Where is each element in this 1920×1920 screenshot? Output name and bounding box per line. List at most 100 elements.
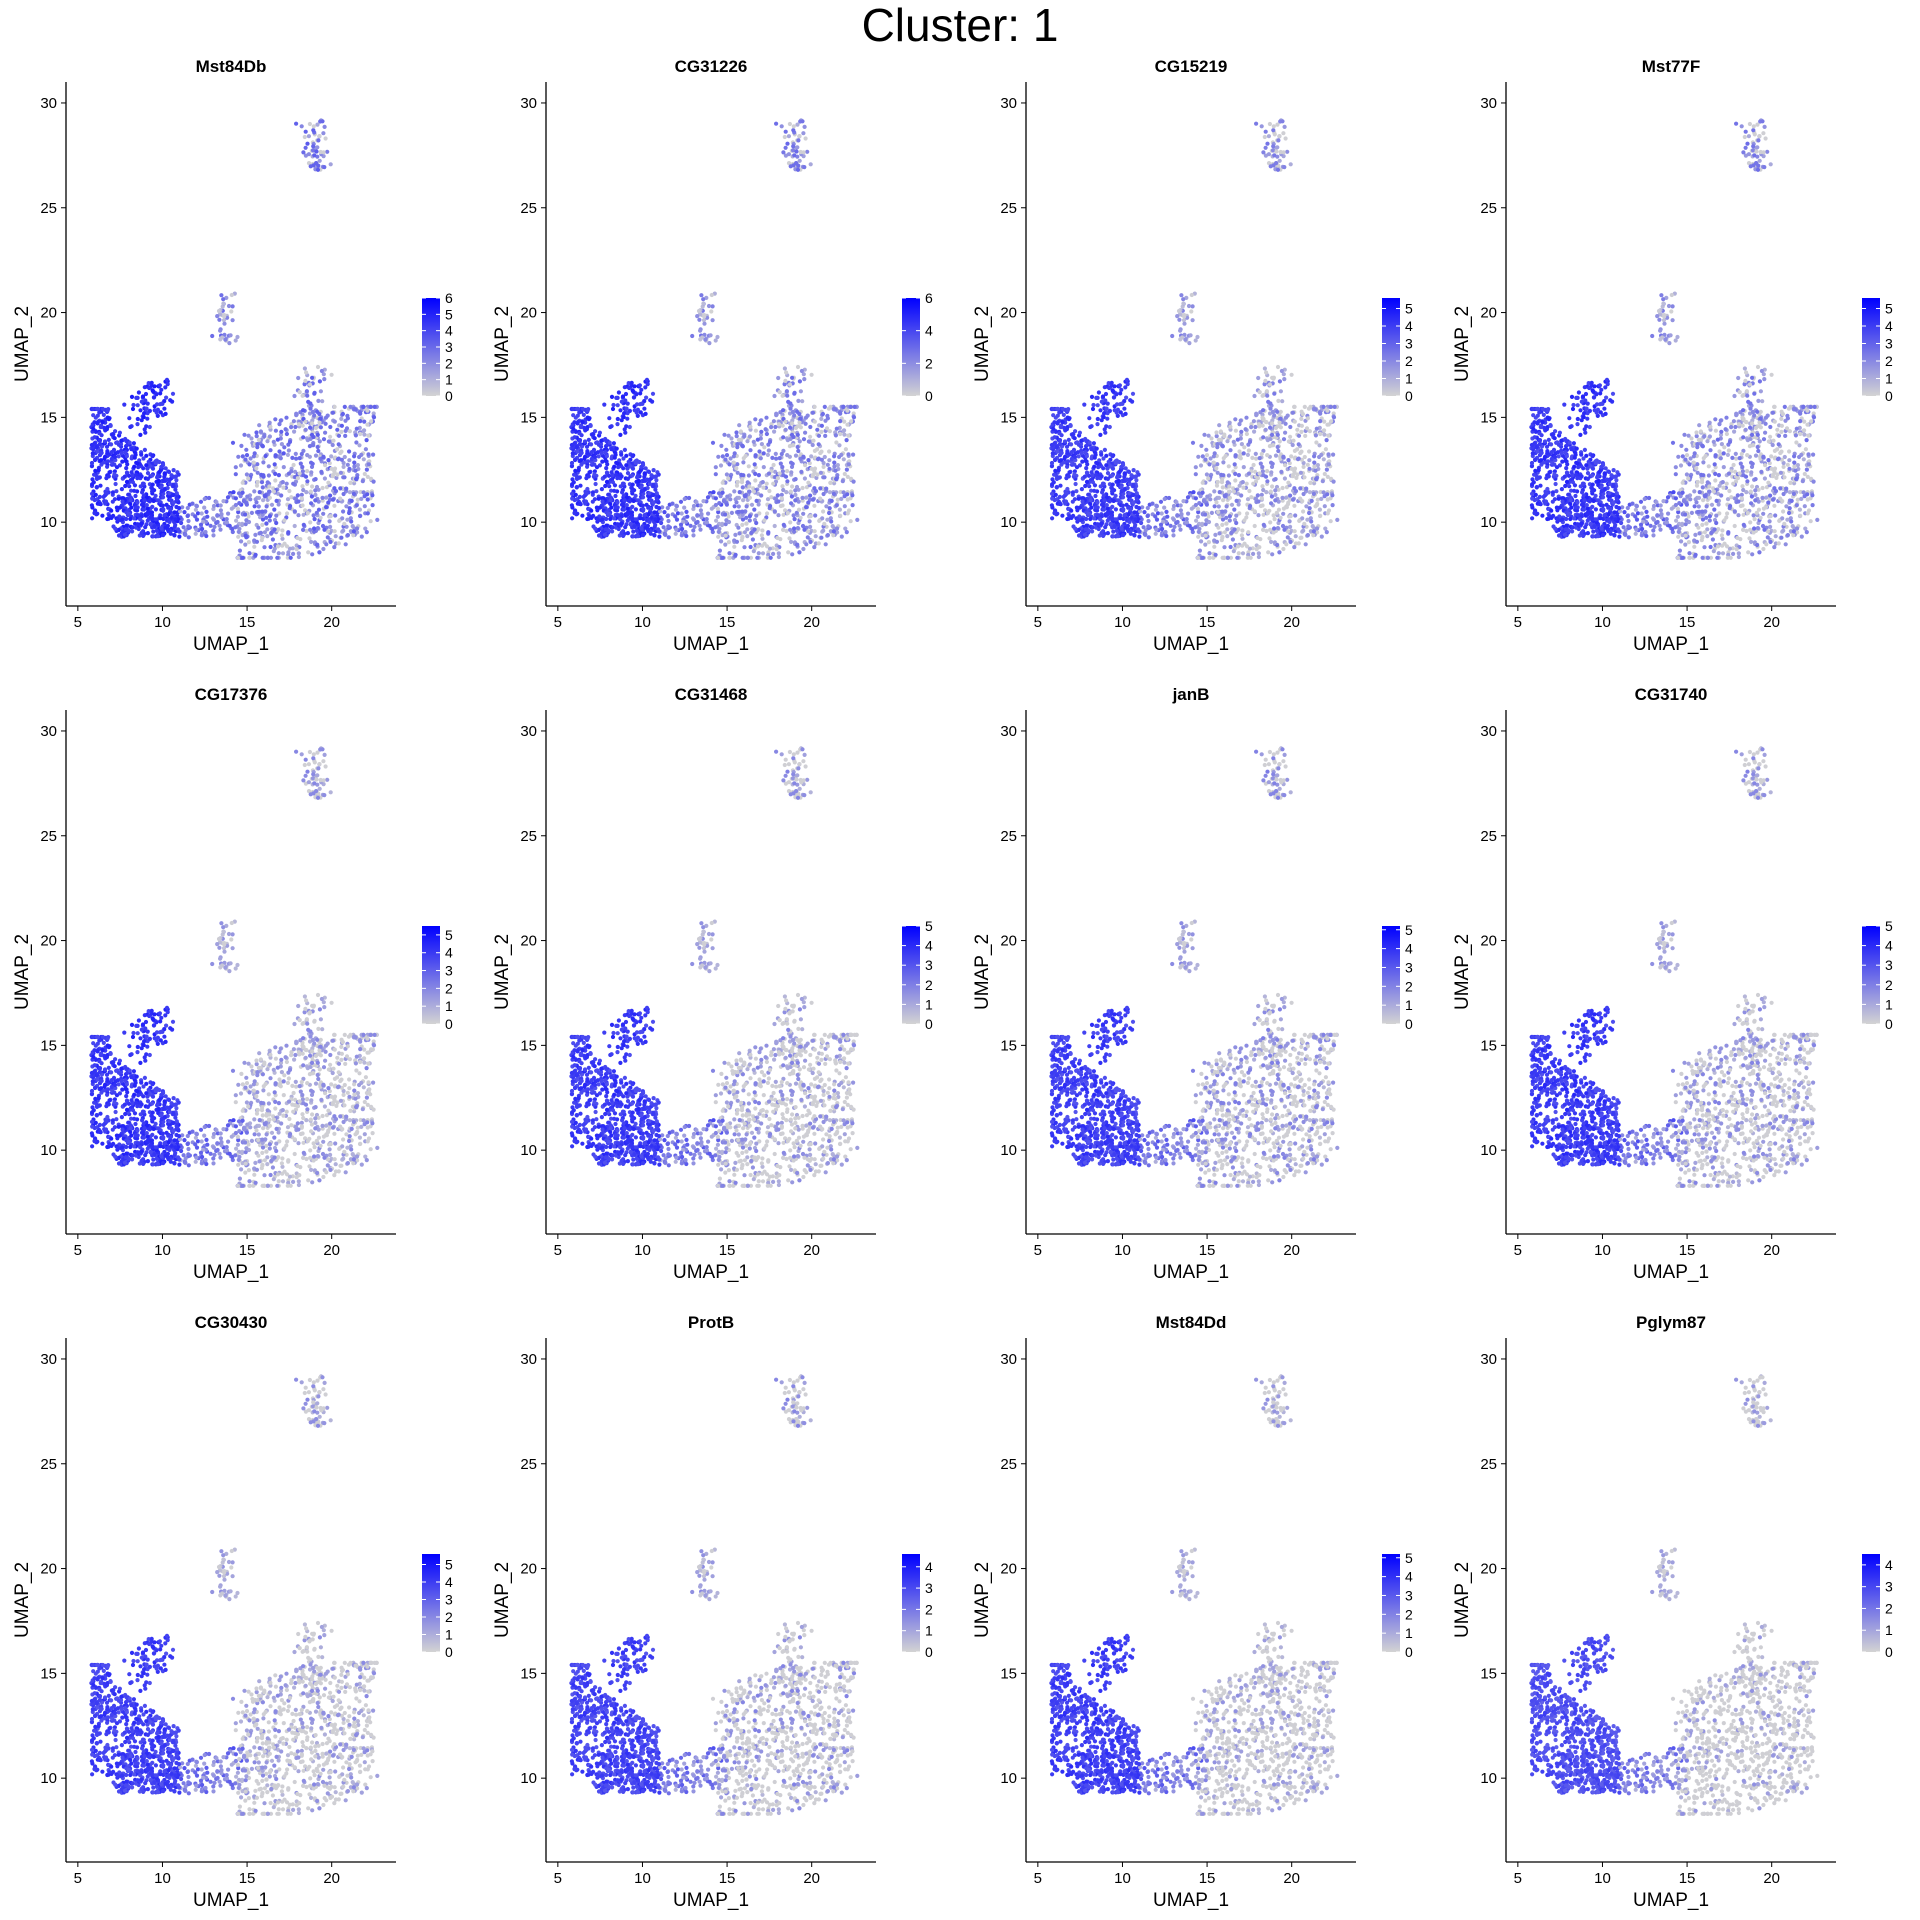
data-point — [623, 525, 628, 530]
data-point — [256, 504, 261, 509]
data-point — [1268, 520, 1273, 525]
data-point — [622, 498, 627, 503]
data-point — [808, 162, 813, 167]
data-point — [1214, 434, 1219, 439]
data-point — [307, 121, 312, 127]
data-point — [710, 318, 715, 323]
data-point — [309, 432, 315, 437]
data-point — [810, 410, 816, 415]
data-point — [145, 466, 150, 471]
data-point — [323, 463, 328, 468]
data-point — [358, 419, 363, 424]
data-point — [761, 485, 766, 490]
data-point — [633, 507, 638, 512]
data-point — [1191, 490, 1196, 495]
data-point — [309, 460, 314, 465]
data-point — [1088, 516, 1093, 522]
data-point — [275, 555, 280, 560]
data-point — [308, 489, 313, 494]
data-point — [365, 492, 370, 497]
data-point — [328, 524, 333, 530]
data-point — [760, 551, 766, 556]
data-point — [159, 485, 164, 490]
data-point — [161, 533, 166, 538]
data-point — [1118, 391, 1123, 396]
data-point — [797, 420, 802, 425]
data-point — [690, 333, 695, 339]
data-point — [716, 529, 721, 535]
data-point — [153, 517, 159, 522]
data-point — [321, 511, 326, 516]
data-point — [796, 448, 801, 454]
data-point — [802, 165, 807, 170]
data-point — [1221, 498, 1226, 503]
data-point — [247, 555, 252, 560]
data-point — [1121, 495, 1126, 500]
data-point — [585, 459, 590, 464]
data-point — [640, 503, 645, 508]
data-point — [775, 535, 780, 541]
x-tick-label: 20 — [323, 614, 340, 631]
data-point — [306, 134, 311, 139]
data-point — [647, 478, 652, 483]
data-point — [305, 479, 310, 484]
data-point — [145, 471, 151, 476]
data-point — [785, 510, 790, 516]
data-point — [260, 517, 266, 522]
data-point — [316, 487, 321, 492]
data-point — [1050, 516, 1055, 521]
data-point — [615, 500, 620, 505]
data-point — [166, 505, 171, 510]
data-point — [211, 503, 217, 509]
data-point — [347, 449, 352, 454]
data-point — [750, 537, 755, 542]
data-point — [281, 465, 286, 470]
data-point — [827, 510, 832, 516]
data-point — [1137, 534, 1142, 539]
data-point — [226, 511, 231, 516]
data-point — [293, 451, 298, 456]
data-point — [732, 489, 737, 494]
data-point — [109, 450, 114, 455]
data-point — [321, 454, 326, 459]
data-point — [723, 542, 728, 547]
data-point — [240, 555, 246, 560]
data-point — [362, 428, 367, 433]
data-point — [753, 453, 758, 458]
data-point — [328, 539, 333, 545]
data-point — [752, 462, 757, 467]
data-point — [244, 472, 249, 477]
data-point — [285, 497, 291, 502]
data-point — [779, 124, 784, 129]
data-point — [798, 416, 803, 421]
data-point — [318, 425, 323, 430]
data-point — [720, 480, 725, 485]
data-point — [211, 517, 216, 522]
data-point — [290, 455, 295, 460]
data-point — [625, 471, 631, 476]
data-point — [810, 473, 815, 478]
data-point — [772, 509, 777, 514]
data-point — [614, 395, 619, 400]
data-point — [593, 481, 598, 487]
data-point — [1227, 484, 1232, 489]
data-point — [604, 479, 610, 484]
data-point — [1288, 162, 1293, 167]
data-point — [361, 404, 366, 409]
data-point — [112, 462, 117, 467]
data-point — [785, 469, 790, 474]
data-point — [113, 526, 118, 531]
data-point — [141, 415, 146, 420]
data-point — [642, 474, 647, 479]
data-point — [803, 136, 808, 141]
data-point — [612, 488, 617, 493]
data-point — [262, 493, 267, 498]
data-point — [802, 377, 807, 382]
data-point — [612, 516, 617, 521]
data-point — [783, 129, 788, 134]
data-point — [611, 441, 616, 446]
data-point — [774, 547, 779, 552]
data-point — [1208, 497, 1213, 502]
data-point — [244, 447, 249, 452]
data-point — [630, 473, 635, 478]
